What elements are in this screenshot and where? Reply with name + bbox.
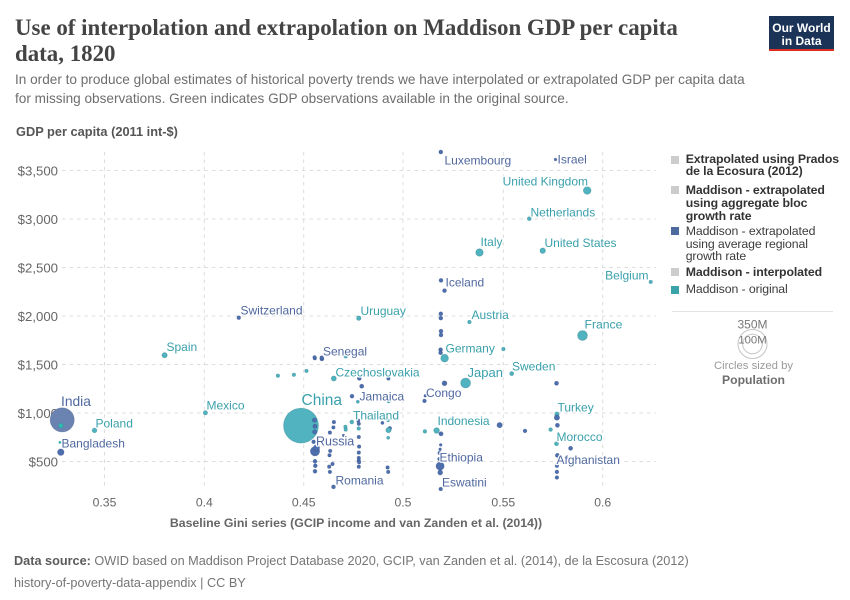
svg-text:Russia: Russia [316,434,354,448]
svg-text:Luxembourg: Luxembourg [445,154,512,168]
svg-text:Japan: Japan [468,365,503,380]
svg-text:Spain: Spain [167,340,198,354]
svg-text:Indonesia: Indonesia [438,414,490,428]
svg-text:Iceland: Iceland [446,276,485,290]
svg-text:$1,500: $1,500 [18,357,58,372]
svg-text:United Kingdom: United Kingdom [503,175,588,189]
svg-text:Senegal: Senegal [323,345,367,359]
svg-text:$2,500: $2,500 [18,260,58,275]
svg-text:Netherlands: Netherlands [531,206,596,220]
svg-text:0.55: 0.55 [491,496,515,510]
svg-text:Switzerland: Switzerland [241,304,303,318]
svg-text:Poland: Poland [96,417,133,431]
svg-text:Turkey: Turkey [558,401,594,415]
svg-text:Sweden: Sweden [512,360,555,374]
svg-text:Bangladesh: Bangladesh [62,437,125,451]
svg-text:Congo: Congo [426,386,462,400]
svg-text:0.45: 0.45 [292,496,316,510]
svg-text:$3,000: $3,000 [18,212,58,227]
svg-text:$500: $500 [29,454,58,469]
svg-text:United States: United States [545,236,617,250]
svg-text:350M: 350M [737,317,767,331]
svg-text:Morocco: Morocco [557,430,603,444]
svg-text:100M: 100M [738,335,766,347]
svg-text:Germany: Germany [446,342,495,356]
svg-text:Mexico: Mexico [207,399,245,413]
svg-text:Belgium: Belgium [605,269,648,283]
svg-text:Czechoslovakia: Czechoslovakia [336,366,420,380]
svg-text:$1,000: $1,000 [18,406,58,421]
svg-text:Italy: Italy [481,235,503,249]
svg-text:0.4: 0.4 [196,496,213,510]
svg-text:Austria: Austria [472,308,510,322]
svg-text:Romania: Romania [336,474,384,488]
svg-text:France: France [585,318,623,332]
svg-text:0.6: 0.6 [594,496,611,510]
svg-text:Afghanistan: Afghanistan [557,453,620,467]
svg-text:China: China [302,392,343,409]
svg-text:Eswatini: Eswatini [442,476,487,490]
svg-text:Israel: Israel [558,153,587,167]
svg-text:$3,500: $3,500 [18,163,58,178]
svg-text:$2,000: $2,000 [18,309,58,324]
svg-text:Thailand: Thailand [353,409,399,423]
svg-text:0.5: 0.5 [395,496,412,510]
svg-text:0.35: 0.35 [93,496,117,510]
svg-text:India: India [61,394,91,409]
svg-text:Jamaica: Jamaica [360,390,405,404]
svg-text:Uruguay: Uruguay [361,304,406,318]
svg-text:Ethiopia: Ethiopia [440,451,484,465]
